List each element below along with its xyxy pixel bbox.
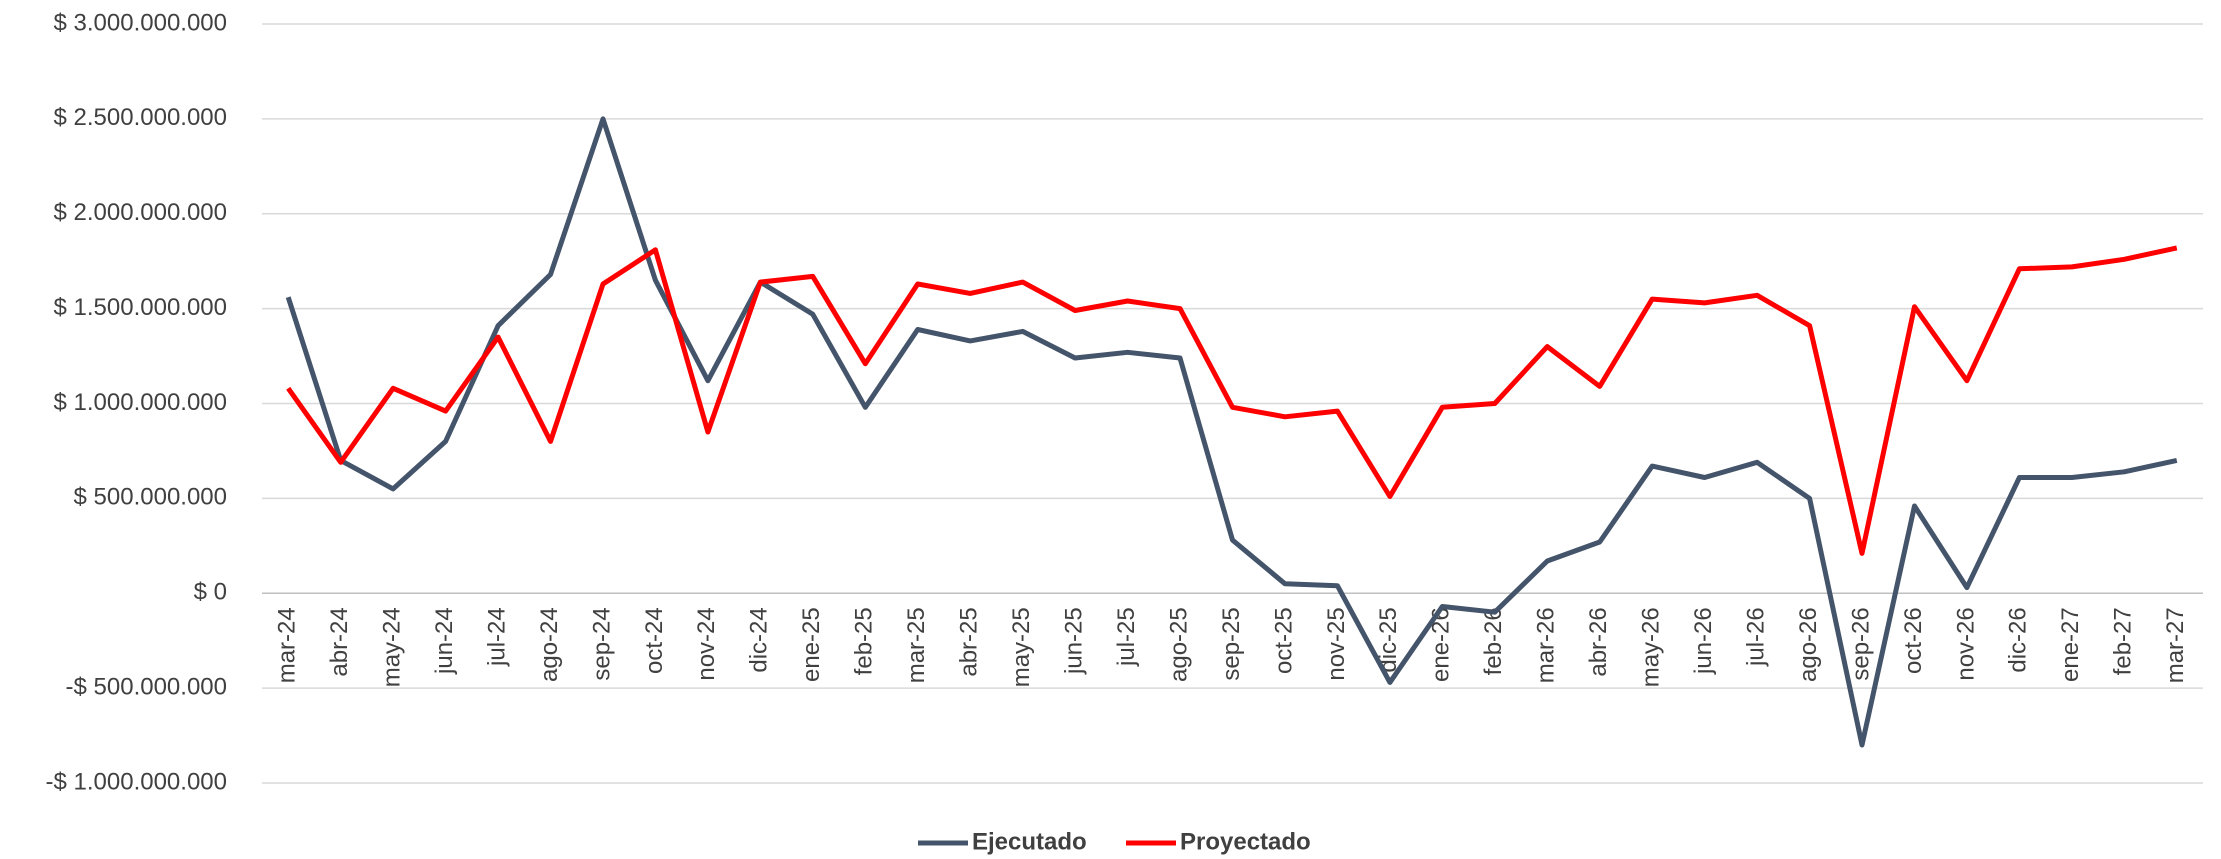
x-tick-label: sep-25 <box>1218 607 1245 680</box>
y-tick-label: $ 0 <box>194 579 227 606</box>
y-tick-label: -$ 1.000.000.000 <box>46 768 228 795</box>
y-tick-label: $ 2.500.000.000 <box>54 104 228 131</box>
x-tick-label: jun-24 <box>431 607 458 675</box>
x-tick-label: nov-26 <box>1952 607 1979 680</box>
x-tick-label: feb-26 <box>1480 607 1507 675</box>
x-tick-label: ene-27 <box>2057 607 2084 682</box>
x-tick-label: oct-26 <box>1900 607 1927 674</box>
x-tick-label: ago-24 <box>536 607 563 682</box>
x-tick-label: sep-24 <box>588 607 615 680</box>
x-tick-label: mar-25 <box>903 607 930 683</box>
x-tick-label: mar-24 <box>274 607 301 683</box>
legend-label: Proyectado <box>1180 828 1311 855</box>
legend-label: Ejecutado <box>972 828 1087 855</box>
x-tick-label: may-25 <box>1008 607 1035 687</box>
x-tick-label: ago-26 <box>1795 607 1822 682</box>
series-line <box>286 245 2178 556</box>
x-tick-label: dic-24 <box>746 607 773 672</box>
x-tick-label: feb-27 <box>2110 607 2137 675</box>
y-tick-label: -$ 500.000.000 <box>66 673 227 700</box>
y-tick-label: $ 2.000.000.000 <box>54 199 228 226</box>
x-tick-label: ago-25 <box>1165 607 1192 682</box>
x-tick-label: jun-26 <box>1690 607 1717 675</box>
x-tick-label: abr-26 <box>1585 607 1612 676</box>
x-tick-label: feb-25 <box>851 607 878 675</box>
x-tick-label: abr-24 <box>326 607 353 676</box>
series-line <box>285 116 2178 748</box>
x-tick-label: dic-26 <box>2005 607 2032 672</box>
x-tick-label: jul-25 <box>1113 607 1140 667</box>
x-tick-label: oct-24 <box>641 607 668 674</box>
x-tick-label: mar-26 <box>1533 607 1560 683</box>
x-tick-label: nov-24 <box>693 607 720 680</box>
y-tick-label: $ 500.000.000 <box>74 484 227 511</box>
y-tick-label: $ 3.000.000.000 <box>54 9 228 36</box>
x-tick-label: abr-25 <box>956 607 983 676</box>
x-tick-label: nov-25 <box>1323 607 1350 680</box>
x-tick-label: may-24 <box>378 607 405 687</box>
x-tick-label: jul-24 <box>483 607 510 667</box>
x-tick-label: sep-26 <box>1847 607 1874 680</box>
y-tick-label: $ 1.000.000.000 <box>54 389 228 416</box>
x-tick-label: ene-25 <box>798 607 825 682</box>
x-tick-label: may-26 <box>1638 607 1665 687</box>
x-tick-label: mar-27 <box>2162 607 2189 683</box>
x-tick-label: jul-26 <box>1742 607 1769 667</box>
y-tick-label: $ 1.500.000.000 <box>54 294 228 321</box>
x-tick-label: oct-25 <box>1270 607 1297 674</box>
x-tick-label: jun-25 <box>1060 607 1087 675</box>
